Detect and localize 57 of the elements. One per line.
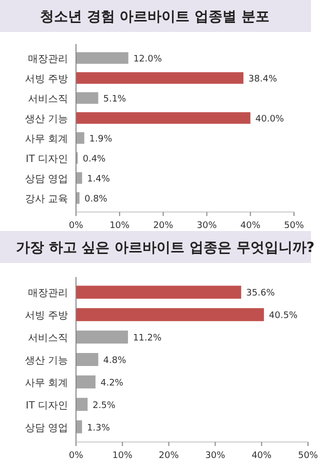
data-label: 1.3% — [87, 423, 110, 434]
y-tick-label: 사무 회계 — [24, 134, 68, 145]
x-tick-label: 10% — [110, 221, 130, 231]
bar — [76, 172, 82, 184]
bar — [76, 52, 128, 64]
x-tick-label: 0% — [68, 451, 84, 461]
bar — [76, 132, 84, 144]
data-label: 40.5% — [268, 311, 298, 322]
y-tick-label: 서빙 주방 — [24, 74, 68, 85]
data-label: 12.0% — [133, 54, 162, 64]
y-tick-label: 서비스직 — [28, 94, 68, 105]
x-tick-label: 50% — [284, 221, 304, 231]
bar — [76, 72, 244, 84]
chart-title: 청소년 경험 아르바이트 업종별 분포 — [40, 9, 270, 25]
bar — [76, 398, 88, 411]
y-tick-label: 상담 영업 — [24, 422, 68, 434]
bar — [76, 420, 82, 434]
y-tick-label: 서비스직 — [28, 333, 68, 344]
x-tick-label: 10% — [112, 451, 133, 461]
data-label: 40.0% — [255, 114, 284, 124]
bar — [76, 112, 250, 124]
bar — [76, 92, 98, 104]
bar — [76, 375, 96, 388]
data-label: 4.8% — [103, 356, 127, 366]
y-tick-label: 생산 기능 — [24, 114, 68, 125]
y-tick-label: 생산 기능 — [24, 356, 68, 366]
data-label: 0.4% — [82, 154, 106, 164]
data-label: 38.4% — [248, 74, 278, 84]
data-label: 2.5% — [92, 400, 116, 411]
y-tick-label: 서빙 주방 — [24, 310, 68, 322]
x-tick-label: 50% — [298, 451, 318, 461]
bar — [76, 352, 98, 366]
data-label: 0.8% — [84, 194, 108, 204]
x-tick-label: 0% — [68, 221, 84, 231]
chart-title: 가장 하고 싶은 아르바이트 업종은 무엇입니까? — [16, 240, 314, 256]
y-tick-label: 상담 영업 — [24, 174, 68, 185]
y-tick-label: IT 디자인 — [26, 400, 68, 412]
y-tick-label: IT 디자인 — [26, 154, 68, 165]
data-label: 5.1% — [103, 94, 127, 104]
y-tick-label: 사무 회계 — [24, 378, 68, 389]
y-tick-label: 매장관리 — [28, 54, 68, 65]
x-tick-label: 30% — [205, 451, 226, 461]
data-label: 4.2% — [100, 378, 124, 388]
bar — [76, 308, 264, 322]
x-tick-label: 20% — [153, 221, 174, 231]
x-tick-label: 30% — [196, 221, 218, 231]
y-tick-label: 강사 교육 — [24, 194, 68, 205]
bar — [76, 330, 128, 344]
x-tick-label: 40% — [240, 221, 261, 231]
bar — [76, 286, 242, 299]
x-tick-label: 20% — [158, 451, 180, 461]
y-tick-label: 매장관리 — [28, 288, 68, 300]
data-label: 1.4% — [87, 174, 110, 184]
data-label: 35.6% — [246, 288, 276, 299]
data-label: 1.9% — [89, 134, 113, 144]
x-tick-label: 40% — [252, 451, 272, 461]
data-label: 11.2% — [132, 334, 162, 344]
